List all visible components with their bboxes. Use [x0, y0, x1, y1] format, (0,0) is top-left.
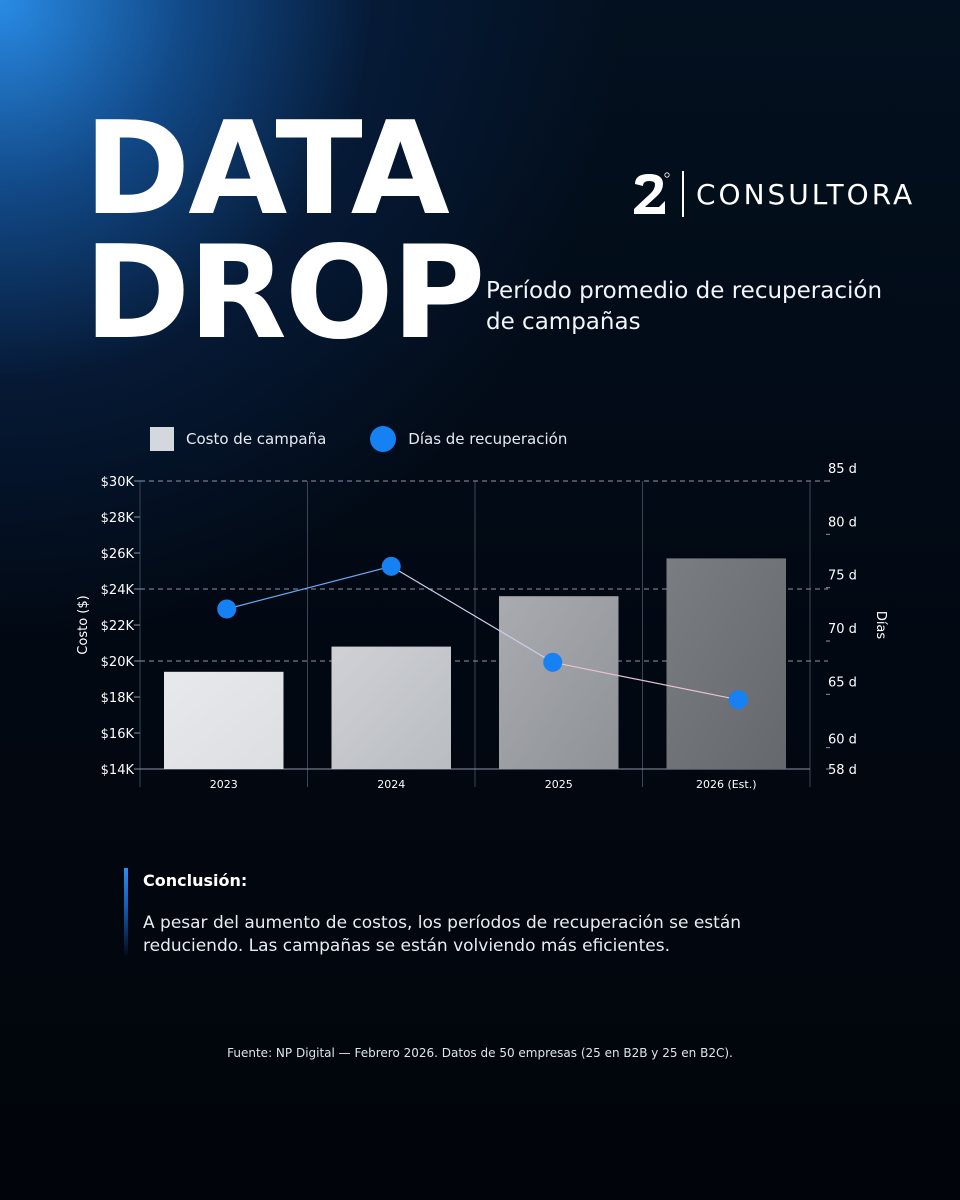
y-left-axis-title: Costo ($)	[76, 595, 91, 654]
legend-swatch-bar	[150, 427, 174, 451]
bar-2023	[164, 671, 284, 769]
line-segment	[226, 565, 392, 610]
brand-name: CONSULTORA	[696, 177, 916, 211]
hero-title-line2: DROP	[84, 219, 485, 368]
chart-legend: Costo de campaña Días de recuperación	[150, 426, 611, 452]
y-right-axis-title: Días	[873, 611, 888, 640]
conclusion-text: A pesar del aumento de costos, los perío…	[143, 913, 742, 956]
y-left-tick-label: $22K	[101, 619, 135, 634]
brand-logo: CONSULTORA	[630, 168, 915, 220]
x-tick-label: 2026 (Est.)	[696, 778, 757, 791]
line-point-2024	[381, 556, 401, 576]
line-segment	[552, 661, 739, 701]
legend-label-days: Días de recuperación	[408, 430, 568, 448]
bar-2024	[331, 646, 451, 769]
hero-title-line1: DATA	[84, 95, 450, 244]
source-footnote: Fuente: NP Digital — Febrero 2026. Datos…	[227, 1046, 733, 1060]
chart-subtitle: Período promedio de recuperación de camp…	[486, 278, 883, 335]
line-point-2026-est-	[728, 690, 748, 710]
y-right-tick-label: 85 d	[828, 462, 857, 477]
hero-title: DATA DROP	[84, 95, 485, 368]
y-left-tick-label: $30K	[101, 475, 135, 490]
legend-item-cost: Costo de campaña	[150, 427, 326, 451]
y-right-tick-label: 70 d	[828, 622, 857, 637]
line-segment	[390, 565, 554, 663]
y-right-tick-label: 75 d	[828, 569, 857, 584]
y-left-tick-label: $28K	[101, 511, 135, 526]
y-left-tick-label: $18K	[101, 691, 135, 706]
legend-label-cost: Costo de campaña	[186, 430, 327, 448]
conclusion-accent-bar	[124, 868, 128, 958]
y-left-tick-label: $14K	[101, 763, 135, 778]
bar-2026-est-	[666, 558, 786, 769]
y-right-tick-label: 65 d	[828, 675, 857, 690]
conclusion-title: Conclusión:	[143, 871, 248, 890]
legend-swatch-dot	[370, 426, 397, 452]
y-right-tick-label: 80 d	[828, 515, 857, 530]
x-tick-label: 2023	[210, 778, 238, 791]
y-left-tick-label: $16K	[101, 727, 135, 742]
y-right-tick-label: 60 d	[828, 733, 857, 748]
y-left-tick-label: $26K	[101, 547, 135, 562]
line-point-2023	[217, 599, 237, 619]
brand-mark-icon	[634, 172, 670, 214]
x-tick-label: 2025	[545, 778, 573, 791]
line-point-2025	[543, 652, 563, 672]
y-left-tick-label: $20K	[101, 655, 135, 670]
combo-chart: 2023 2024 2025 2026 (Est.) $14K $16K $18K $20K $…	[76, 462, 888, 791]
y-right-tick-label: 58 d	[828, 763, 857, 778]
brand-separator	[682, 171, 684, 217]
legend-item-days: Días de recuperación	[370, 426, 567, 452]
y-left-tick-label: $24K	[101, 583, 135, 598]
x-tick-label: 2024	[377, 778, 405, 791]
bar-2025	[499, 596, 619, 769]
